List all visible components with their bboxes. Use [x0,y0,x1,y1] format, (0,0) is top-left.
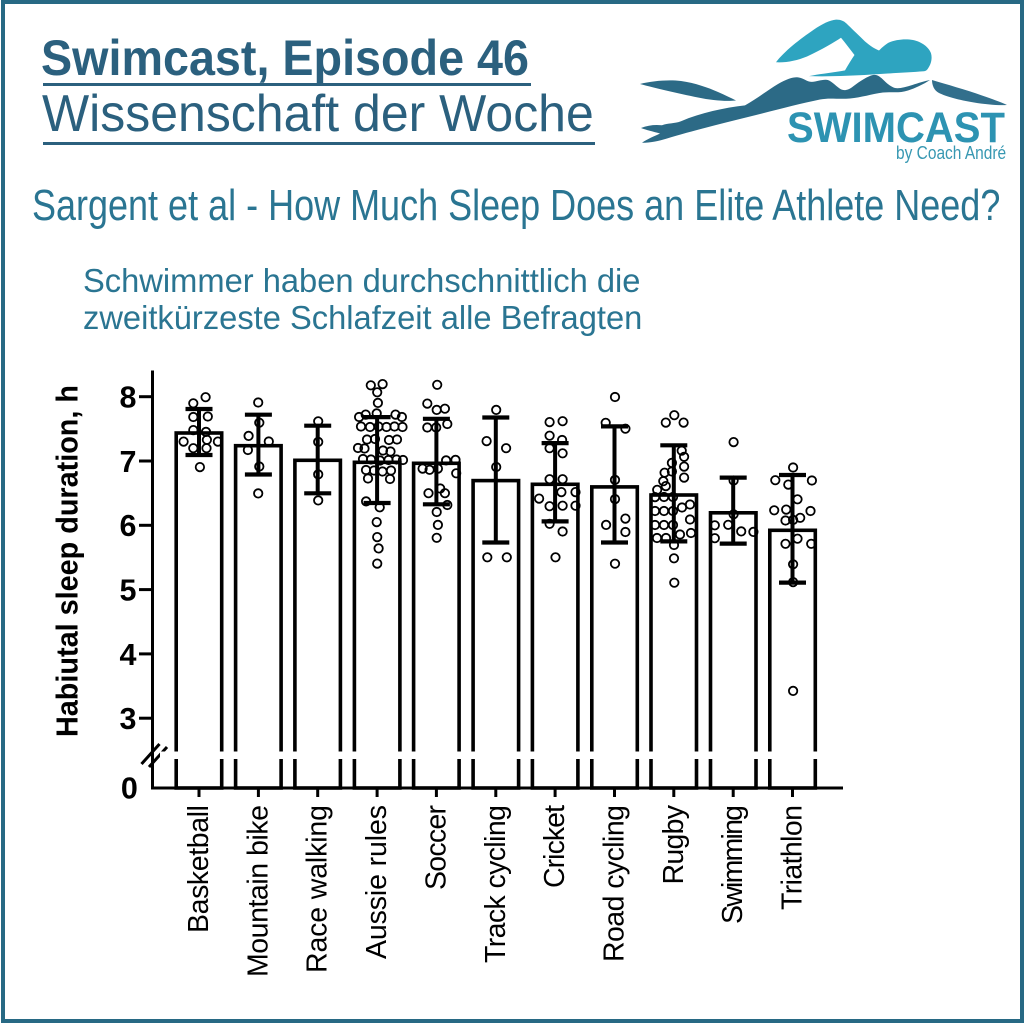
svg-text:8: 8 [120,381,137,415]
svg-text:3: 3 [120,702,137,736]
svg-text:Swimming: Swimming [717,805,749,924]
svg-text:6: 6 [120,509,137,543]
svg-text:Rugby: Rugby [658,804,690,884]
svg-text:0: 0 [121,772,138,806]
svg-text:Track cycling: Track cycling [480,805,512,963]
svg-text:4: 4 [120,638,137,672]
svg-text:Aussie rules: Aussie rules [361,805,393,959]
svg-text:7: 7 [120,445,137,479]
svg-text:Triathlon: Triathlon [777,805,809,910]
svg-text:Basketball: Basketball [183,805,215,933]
svg-text:Road cycling: Road cycling [599,805,631,962]
svg-text:5: 5 [120,574,137,608]
svg-text:Habiutal sleep duration, h: Habiutal sleep duration, h [51,385,85,737]
svg-text:Mountain bike: Mountain bike [242,805,274,977]
svg-text:Soccer: Soccer [420,805,452,891]
svg-text:Cricket: Cricket [539,805,571,888]
svg-text:Race walking: Race walking [302,805,334,973]
